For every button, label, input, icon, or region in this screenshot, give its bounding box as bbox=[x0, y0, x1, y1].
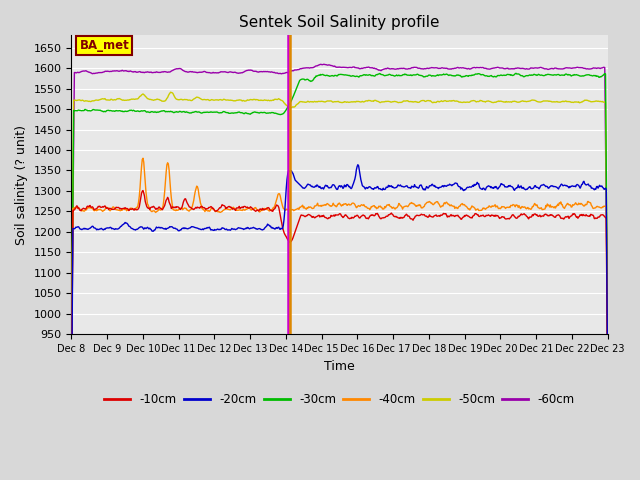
X-axis label: Time: Time bbox=[324, 360, 355, 372]
Text: BA_met: BA_met bbox=[79, 39, 129, 52]
Title: Sentek Soil Salinity profile: Sentek Soil Salinity profile bbox=[239, 15, 440, 30]
Y-axis label: Soil salinity (? unit): Soil salinity (? unit) bbox=[15, 125, 28, 245]
Legend: -10cm, -20cm, -30cm, -40cm, -50cm, -60cm: -10cm, -20cm, -30cm, -40cm, -50cm, -60cm bbox=[100, 388, 579, 410]
